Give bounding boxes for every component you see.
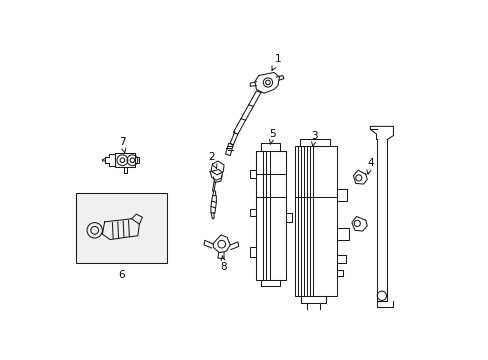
Text: 4: 4: [366, 158, 373, 174]
Text: 1: 1: [271, 54, 281, 71]
Text: 6: 6: [118, 270, 125, 280]
Bar: [76, 193, 167, 263]
Text: 8: 8: [220, 256, 227, 271]
Text: 5: 5: [269, 129, 275, 145]
Text: 7: 7: [119, 137, 125, 153]
Text: 2: 2: [208, 152, 217, 168]
Text: 3: 3: [311, 131, 318, 147]
Bar: [256, 151, 285, 280]
Bar: [294, 145, 337, 296]
